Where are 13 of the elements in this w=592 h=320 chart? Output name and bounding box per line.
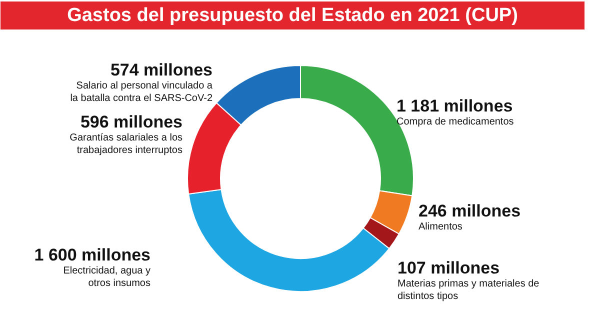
slice-label: Garantías salariales a los trabajadores interruptos xyxy=(70,132,183,156)
data-label: 107 millones xyxy=(398,258,500,278)
data-label: 596 millones xyxy=(80,112,183,132)
slice-label: Compra de medicamentos xyxy=(396,116,514,128)
data-label: 1 600 millones xyxy=(34,246,151,264)
slice-label: Salario al personal vinculado a la batalla contra el SARS-CoV-2 xyxy=(70,80,213,104)
chart-title: Gastos del presupuesto del Estado en 2021 (CUP) xyxy=(67,5,518,26)
data-label: 574 millones xyxy=(110,60,213,80)
slice-label: Materias primas y materiales de distintos tipos xyxy=(398,278,540,302)
data-label: 1 181 millones xyxy=(396,96,513,116)
slice-label: Alimentos xyxy=(418,222,462,232)
data-label: 246 millones xyxy=(418,202,521,220)
slice-label: Electricidad, agua y otros insumos xyxy=(63,266,151,290)
